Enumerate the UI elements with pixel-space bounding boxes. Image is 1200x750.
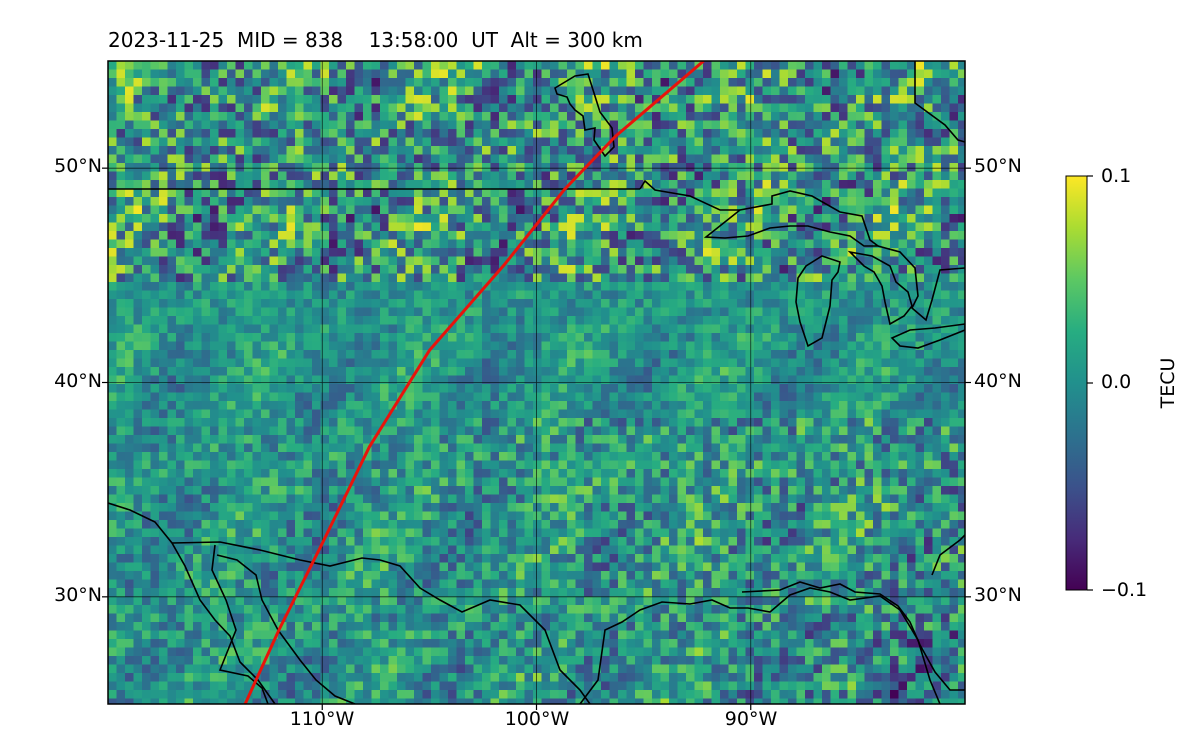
lat-label-50-left: 50°N xyxy=(54,155,102,177)
gulf-of-california xyxy=(211,544,269,704)
map-gridlines xyxy=(108,61,965,704)
atlantic-coast xyxy=(931,534,965,576)
colorbar-tick-max: 0.1 xyxy=(1101,165,1132,187)
us-mexico-border xyxy=(171,541,591,704)
colorbar-ticks xyxy=(1087,175,1093,591)
lon-label-110w: 110°W xyxy=(289,708,355,730)
lat-label-50-right: 50°N xyxy=(974,155,1022,177)
pacific-coast xyxy=(108,502,276,704)
colorbar-tick-zero: 0.0 xyxy=(1101,371,1132,393)
lat-label-40-left: 40°N xyxy=(54,370,102,392)
colorbar-title: TECU xyxy=(1157,357,1179,409)
lon-label-90w: 90°W xyxy=(724,708,778,730)
florida xyxy=(741,581,965,691)
border-to-superior xyxy=(639,179,740,211)
lake-huron xyxy=(847,250,913,326)
tec-heatmap xyxy=(108,61,965,704)
lat-label-30-right: 30°N xyxy=(974,584,1022,606)
lat-label-40-right: 40°N xyxy=(974,370,1022,392)
hudson-bay-shoreline xyxy=(554,73,615,158)
james-bay-shoreline xyxy=(914,61,965,143)
gulf-coast xyxy=(579,587,941,704)
coastlines xyxy=(108,61,965,704)
colorbar xyxy=(1065,175,1088,591)
axis-ticks xyxy=(102,167,971,710)
map-title: 2023-11-25 MID = 838 13:58:00 UT Alt = 3… xyxy=(108,28,643,52)
colorbar-tick-min: −0.1 xyxy=(1101,579,1148,601)
satellite-track xyxy=(243,61,705,704)
lake-michigan xyxy=(795,255,841,348)
lake-erie xyxy=(890,323,965,349)
lat-label-30-left: 30°N xyxy=(54,584,102,606)
lon-label-100w: 100°W xyxy=(504,708,570,730)
ontario-shore xyxy=(877,245,965,322)
